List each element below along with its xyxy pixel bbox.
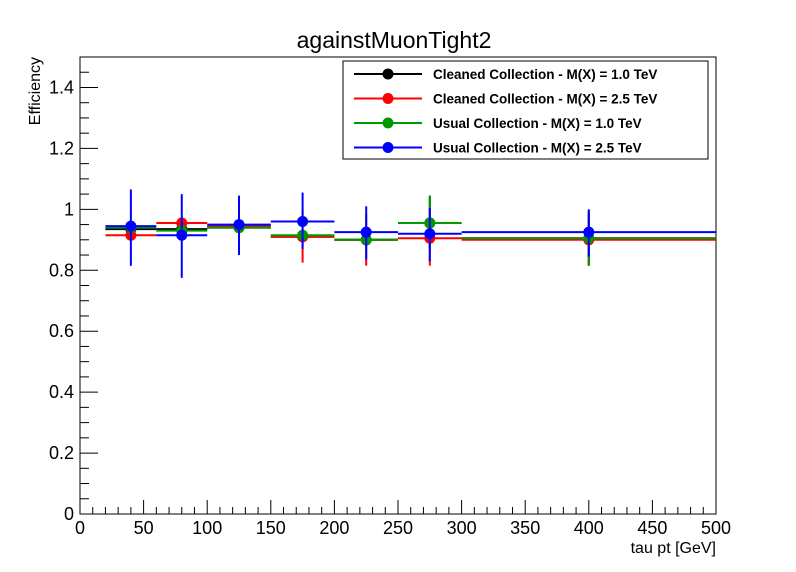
data-point	[583, 226, 595, 238]
legend-entry-1: Cleaned Collection - M(X) = 1.0 TeV	[354, 67, 657, 82]
legend-box	[342, 60, 709, 160]
x-tick-label: 100	[192, 518, 222, 538]
legend-marker	[382, 142, 394, 153]
series-3	[105, 195, 716, 266]
legend-label: Usual Collection - M(X) = 2.5 TeV	[433, 141, 642, 156]
x-tick-label: 350	[510, 518, 540, 538]
data-series	[105, 189, 716, 278]
legend-marker	[382, 93, 394, 104]
data-point	[297, 216, 309, 228]
series-4	[105, 189, 716, 278]
y-tick-label: 0.6	[49, 321, 74, 341]
y-tick-label: 1	[64, 199, 74, 219]
data-point	[360, 226, 372, 238]
legend-marker	[382, 117, 394, 129]
y-tick-label: 0.2	[49, 443, 74, 463]
x-tick-label: 300	[447, 518, 477, 538]
y-tick-label: 0.4	[49, 382, 74, 402]
data-point	[233, 219, 245, 231]
x-tick-label: 250	[383, 518, 413, 538]
x-tick-label: 50	[134, 518, 154, 538]
x-tick-label: 150	[256, 518, 286, 538]
x-axis-title: tau pt [GeV]	[631, 540, 716, 557]
data-point	[125, 220, 137, 232]
legend-label: Cleaned Collection - M(X) = 2.5 TeV	[433, 92, 657, 107]
x-tick-label: 400	[574, 518, 604, 538]
y-tick-label: 0	[64, 504, 74, 524]
y-tick-label: 0.8	[49, 260, 74, 280]
legend-entry-3: Usual Collection - M(X) = 1.0 TeV	[354, 116, 642, 131]
y-axis-title: Efficiency	[27, 57, 44, 125]
y-tick-label: 1.4	[49, 77, 74, 97]
x-tick-label: 0	[75, 518, 85, 538]
x-tick-label: 500	[701, 518, 731, 538]
y-axis-ticks: 0 0.2 0.4 0.6 0.8 1 1.2 1.4	[49, 56, 98, 524]
legend-label: Usual Collection - M(X) = 1.0 TeV	[433, 116, 642, 131]
legend-entry-2: Cleaned Collection - M(X) = 2.5 TeV	[354, 92, 657, 107]
data-point	[176, 229, 188, 241]
x-tick-label: 200	[319, 518, 349, 538]
data-point	[424, 228, 436, 240]
legend: Cleaned Collection - M(X) = 1.0 TeV Clean…	[342, 60, 709, 160]
x-tick-label: 450	[637, 518, 667, 538]
chart-title: againstMuonTight2	[297, 27, 492, 53]
legend-entry-4: Usual Collection - M(X) = 2.5 TeV	[354, 141, 642, 156]
legend-label: Cleaned Collection - M(X) = 1.0 TeV	[433, 67, 657, 82]
y-tick-label: 1.2	[49, 138, 74, 158]
legend-marker	[382, 68, 394, 80]
x-axis-ticks: 0 50 100 150 200 250 300 350 400 450 500	[75, 500, 731, 538]
